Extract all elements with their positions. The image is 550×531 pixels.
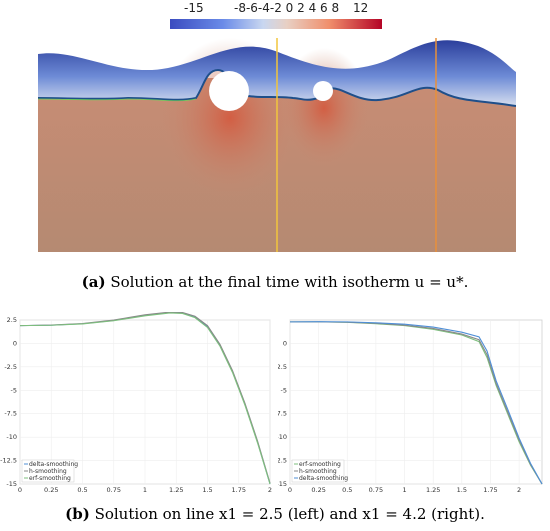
colorbar-min-label: -15 <box>184 1 204 15</box>
x-tick-label: 2 <box>268 486 272 494</box>
colorbar-mid-labels: -8-6-4-2 0 2 4 6 8 <box>234 1 340 15</box>
legend-entry: delta-smoothing <box>29 461 78 468</box>
x-tick-label: 0.5 <box>77 486 87 494</box>
y-tick-label: -12.5 <box>278 457 287 465</box>
x-tick-label: 1.25 <box>426 486 440 494</box>
temperature-field <box>38 38 516 252</box>
x-tick-label: 1.75 <box>483 486 497 494</box>
y-tick-label: 2.5 <box>7 316 17 324</box>
x-tick-label: 1.5 <box>457 486 467 494</box>
x-tick-label: 1.25 <box>169 486 183 494</box>
legend-entry: erf-smoothing <box>299 461 341 468</box>
series-line-erf-smoothing <box>19 312 271 485</box>
caption-a-label: (a) <box>81 273 106 291</box>
x-tick-label: 0 <box>18 486 22 494</box>
caption-a-text: Solution at the final time with isotherm… <box>110 273 469 291</box>
x-tick-label: 2 <box>517 486 521 494</box>
x-tick-label: 1.75 <box>232 486 246 494</box>
x-tick-label: 0.75 <box>107 486 121 494</box>
y-tick-label: 0 <box>283 339 287 347</box>
y-tick-label: -10 <box>6 433 17 441</box>
legend-entry: h-smoothing <box>29 468 67 475</box>
legend-entry: h-smoothing <box>299 468 337 475</box>
y-tick-label: -2.5 <box>278 363 287 371</box>
y-tick-label: -10 <box>278 433 287 441</box>
caption-b-label: (b) <box>65 505 90 523</box>
line-plot-left: 0 0.25 0.5 0.75 1 1.25 1.5 1.75 2 2.5 0 -2.5 -5 -7.5 -… <box>0 312 272 494</box>
y-tick-label: -7.5 <box>4 410 17 418</box>
caption-b: (b) Solution on line x1 = 2.5 (left) and… <box>0 505 550 523</box>
colorbar-max-label: 12 <box>353 1 369 15</box>
x-tick-label: 1 <box>402 486 406 494</box>
x-tick-label: 1.5 <box>202 486 212 494</box>
x-tick-label: 0.25 <box>311 486 325 494</box>
y-tick-label: -12.5 <box>0 457 17 465</box>
series-line-delta-smoothing <box>289 321 543 485</box>
x-tick-label: 0.5 <box>342 486 352 494</box>
isotherm-line <box>38 68 516 107</box>
pipe-large <box>209 71 249 111</box>
y-tick-label: -15 <box>278 480 287 488</box>
legend-entry: delta-smoothing <box>299 475 348 482</box>
line-plot-right: 0 0.25 0.5 0.75 1 1.25 1.5 1.75 2 0 -2.5 -5 -7.5 -10 -… <box>278 319 543 494</box>
x-tick-label: 0.75 <box>369 486 383 494</box>
caption-a: (a) Solution at the final time with isot… <box>0 273 550 291</box>
y-tick-label: -5 <box>281 386 287 394</box>
x-tick-label: 1 <box>143 486 147 494</box>
caption-b-text: Solution on line x1 = 2.5 (left) and x1 … <box>94 505 485 523</box>
pipe-small <box>313 81 333 101</box>
y-tick-label: -2.5 <box>4 363 17 371</box>
colorbar-gradient <box>170 19 382 29</box>
series-line-h-smoothing <box>290 321 543 485</box>
y-tick-label: -5 <box>11 386 17 394</box>
y-tick-label: -15 <box>6 480 17 488</box>
legend-entry: erf-smoothing <box>29 475 71 482</box>
colorbar: -15 -8-6-4-2 0 2 4 6 8 12 <box>170 0 385 34</box>
y-tick-label: 0 <box>13 339 17 347</box>
x-tick-label: 0 <box>288 486 292 494</box>
x-tick-label: 0.25 <box>44 486 58 494</box>
y-tick-label: -7.5 <box>278 410 287 418</box>
